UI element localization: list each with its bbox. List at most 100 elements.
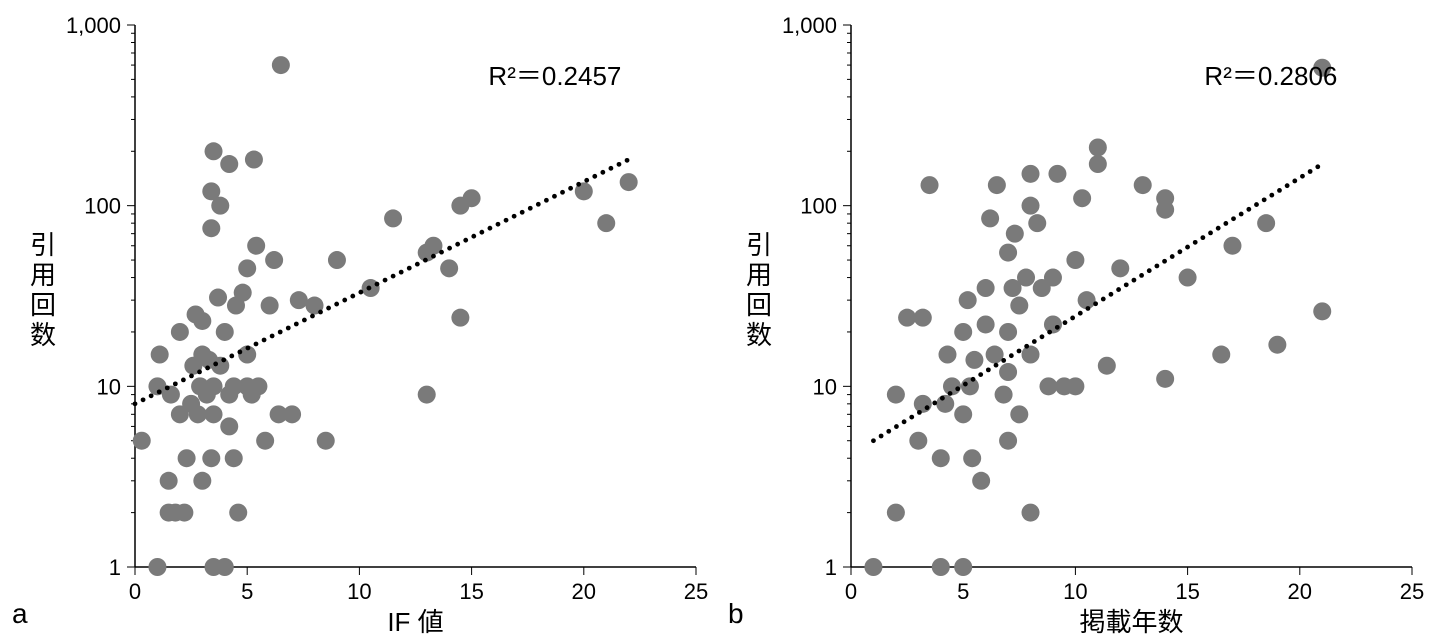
trend-dot	[1223, 221, 1228, 226]
trend-dot	[925, 405, 930, 410]
trend-dot	[479, 230, 484, 235]
data-point	[272, 56, 290, 74]
data-point	[229, 504, 247, 522]
data-point	[317, 432, 335, 450]
scatter-plot-a: 05101520251101001,000引用回数IF 値R²＝0.2457a	[0, 0, 716, 637]
data-point	[384, 209, 402, 227]
data-point	[986, 346, 1004, 364]
data-point	[972, 472, 990, 490]
trend-dot	[600, 170, 605, 175]
x-tick-label: 20	[1288, 579, 1312, 604]
data-point	[193, 312, 211, 330]
trend-dot	[568, 186, 573, 191]
data-point	[1006, 225, 1024, 243]
trend-dot	[302, 318, 307, 323]
trend-dot	[189, 374, 194, 379]
data-point	[597, 214, 615, 232]
trend-dot	[286, 326, 291, 331]
trend-dot	[318, 310, 323, 315]
trend-dot	[576, 182, 581, 187]
data-point	[216, 323, 234, 341]
data-point	[1010, 405, 1028, 423]
data-point	[961, 377, 979, 395]
data-point	[1223, 237, 1241, 255]
x-tick-label: 15	[1175, 579, 1199, 604]
x-tick-label: 0	[845, 579, 857, 604]
trend-dot	[986, 367, 991, 372]
trend-dot	[213, 362, 218, 367]
data-point	[1017, 269, 1035, 287]
trend-dot	[1040, 334, 1045, 339]
trend-dot	[1109, 292, 1114, 297]
data-point	[988, 176, 1006, 194]
trend-dot	[886, 429, 891, 434]
data-point	[1134, 176, 1152, 194]
data-point	[1078, 291, 1096, 309]
trend-dot	[326, 306, 331, 311]
trend-dot	[504, 218, 509, 223]
data-point	[620, 173, 638, 191]
trend-dot	[520, 210, 525, 215]
data-point	[999, 363, 1017, 381]
data-point	[211, 357, 229, 375]
trend-dot	[471, 234, 476, 239]
data-point	[981, 209, 999, 227]
trend-dot	[334, 302, 339, 307]
data-point	[225, 449, 243, 467]
data-point	[1048, 165, 1066, 183]
data-point	[1022, 197, 1040, 215]
trend-dot	[415, 262, 420, 267]
data-point	[932, 449, 950, 467]
data-point	[1022, 165, 1040, 183]
trend-dot	[1185, 245, 1190, 250]
data-point	[914, 309, 932, 327]
y-axis-label-char: 回	[30, 290, 56, 320]
y-axis-label-char: 数	[30, 320, 56, 350]
data-point	[205, 405, 223, 423]
trend-dot	[940, 396, 945, 401]
trend-dot	[262, 338, 267, 343]
trend-dot	[383, 278, 388, 283]
data-point	[220, 417, 238, 435]
data-point	[932, 558, 950, 576]
trend-dot	[625, 158, 630, 163]
trend-dot	[270, 334, 275, 339]
trend-dot	[1208, 231, 1213, 236]
data-point	[1066, 377, 1084, 395]
trend-dot	[399, 270, 404, 275]
data-point	[995, 386, 1013, 404]
trend-dot	[342, 298, 347, 303]
data-point	[202, 219, 220, 237]
trend-dot	[1262, 197, 1267, 202]
trend-dot	[1078, 311, 1083, 316]
data-point	[451, 309, 469, 327]
data-point	[162, 386, 180, 404]
trend-dot	[391, 274, 396, 279]
trend-dot	[512, 214, 517, 219]
trend-dot	[894, 424, 899, 429]
data-point	[1010, 297, 1028, 315]
data-point	[256, 432, 274, 450]
data-point	[1156, 189, 1174, 207]
trend-dot	[994, 363, 999, 368]
x-tick-label: 5	[241, 579, 253, 604]
x-tick-label: 25	[684, 579, 708, 604]
trend-dot	[431, 254, 436, 259]
data-point	[211, 197, 229, 215]
trend-dot	[367, 286, 372, 291]
trend-dot	[165, 385, 170, 390]
trend-dot	[902, 419, 907, 424]
data-point	[245, 151, 263, 169]
trend-dot	[310, 314, 315, 319]
trend-dot	[1086, 306, 1091, 311]
data-point	[209, 289, 227, 307]
data-point	[148, 558, 166, 576]
data-point	[178, 449, 196, 467]
trend-dot	[205, 366, 210, 371]
data-point	[887, 504, 905, 522]
trend-dot	[1047, 330, 1052, 335]
trend-dot	[157, 389, 162, 394]
x-tick-label: 10	[1063, 579, 1087, 604]
data-point	[1089, 155, 1107, 173]
x-tick-label: 15	[459, 579, 483, 604]
